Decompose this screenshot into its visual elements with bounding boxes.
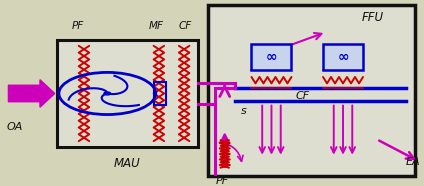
Text: PF: PF [216, 176, 229, 186]
Text: PF: PF [72, 21, 84, 31]
Text: ∞: ∞ [266, 50, 277, 64]
Bar [323, 44, 363, 70]
Text: MF: MF [149, 21, 164, 31]
Text: MAU: MAU [114, 157, 141, 170]
Bar [57, 40, 198, 147]
FancyArrow shape [8, 80, 55, 107]
Bar [208, 5, 415, 176]
Circle shape [104, 92, 111, 95]
Text: OA: OA [6, 122, 23, 132]
Text: s: s [241, 106, 247, 116]
Text: ∞: ∞ [337, 50, 349, 64]
Text: CF: CF [296, 91, 310, 101]
Bar [153, 82, 166, 105]
Text: FFU: FFU [361, 11, 384, 24]
Bar [251, 44, 291, 70]
Text: CF: CF [179, 21, 192, 31]
Text: EA: EA [406, 157, 421, 167]
